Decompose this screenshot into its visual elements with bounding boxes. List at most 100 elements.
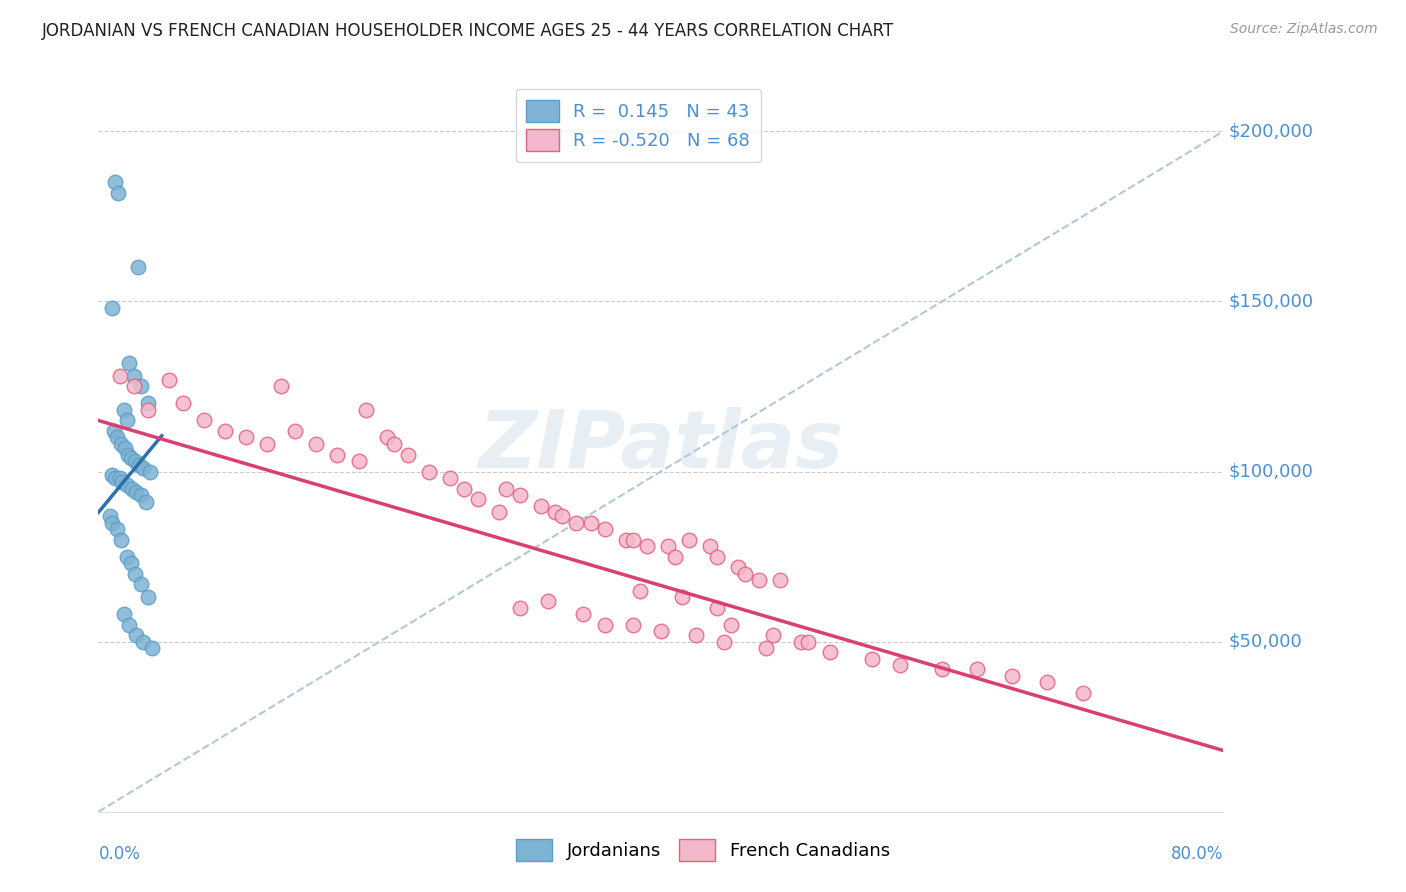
Point — [112, 607, 135, 622]
Point — [699, 540, 721, 554]
Point — [966, 662, 988, 676]
Point — [593, 522, 616, 536]
Point — [128, 458, 150, 472]
Point — [593, 617, 616, 632]
Point — [122, 379, 145, 393]
Point — [621, 617, 644, 632]
Point — [125, 628, 148, 642]
Point — [755, 641, 778, 656]
Text: $50,000: $50,000 — [1229, 632, 1302, 650]
Point — [530, 499, 553, 513]
Point — [382, 437, 405, 451]
Point — [685, 628, 707, 642]
Point — [889, 658, 911, 673]
Point — [439, 471, 461, 485]
Point — [565, 516, 588, 530]
Point — [101, 516, 124, 530]
Point — [572, 607, 595, 622]
Point — [157, 373, 180, 387]
Point — [614, 533, 637, 547]
Point — [124, 566, 146, 581]
Point — [790, 634, 813, 648]
Point — [136, 591, 159, 605]
Point — [727, 559, 749, 574]
Text: Source: ZipAtlas.com: Source: ZipAtlas.com — [1230, 22, 1378, 37]
Point — [544, 505, 567, 519]
Point — [326, 448, 349, 462]
Point — [124, 454, 146, 468]
Point — [284, 424, 307, 438]
Point — [270, 379, 292, 393]
Point — [1001, 668, 1024, 682]
Point — [115, 413, 138, 427]
Point — [467, 491, 489, 506]
Point — [117, 448, 139, 462]
Point — [132, 634, 155, 648]
Point — [797, 634, 820, 648]
Point — [139, 465, 162, 479]
Point — [136, 396, 159, 410]
Point — [104, 175, 127, 189]
Point — [120, 557, 142, 571]
Point — [509, 488, 531, 502]
Point — [114, 441, 136, 455]
Point — [678, 533, 700, 547]
Point — [396, 448, 419, 462]
Point — [636, 540, 658, 554]
Point — [671, 591, 693, 605]
Point — [1036, 675, 1059, 690]
Text: $100,000: $100,000 — [1229, 463, 1313, 481]
Point — [107, 186, 129, 200]
Point — [132, 461, 155, 475]
Point — [125, 484, 148, 499]
Point — [129, 379, 152, 393]
Point — [115, 549, 138, 564]
Point — [214, 424, 236, 438]
Point — [108, 471, 131, 485]
Text: JORDANIAN VS FRENCH CANADIAN HOUSEHOLDER INCOME AGES 25 - 44 YEARS CORRELATION C: JORDANIAN VS FRENCH CANADIAN HOUSEHOLDER… — [42, 22, 894, 40]
Point — [650, 624, 672, 639]
Point — [129, 576, 152, 591]
Point — [98, 508, 121, 523]
Point — [256, 437, 278, 451]
Point — [931, 662, 953, 676]
Point — [551, 508, 574, 523]
Point — [305, 437, 328, 451]
Point — [375, 430, 398, 444]
Text: ZIPatlas: ZIPatlas — [478, 407, 844, 485]
Point — [105, 430, 128, 444]
Point — [120, 450, 142, 465]
Point — [193, 413, 215, 427]
Point — [129, 488, 152, 502]
Point — [110, 533, 132, 547]
Point — [118, 617, 141, 632]
Point — [537, 594, 560, 608]
Point — [664, 549, 686, 564]
Point — [734, 566, 756, 581]
Point — [488, 505, 510, 519]
Point — [706, 600, 728, 615]
Point — [105, 522, 128, 536]
Point — [127, 260, 149, 275]
Point — [706, 549, 728, 564]
Point — [657, 540, 679, 554]
Point — [110, 437, 132, 451]
Point — [111, 475, 134, 489]
Point — [1071, 686, 1094, 700]
Point — [354, 403, 377, 417]
Point — [122, 369, 145, 384]
Point — [720, 617, 742, 632]
Text: 80.0%: 80.0% — [1171, 845, 1223, 863]
Point — [141, 641, 163, 656]
Point — [509, 600, 531, 615]
Point — [172, 396, 194, 410]
Point — [818, 645, 841, 659]
Point — [860, 651, 883, 665]
Point — [118, 356, 141, 370]
Point — [136, 403, 159, 417]
Point — [121, 482, 143, 496]
Text: $200,000: $200,000 — [1229, 122, 1313, 140]
Point — [713, 634, 735, 648]
Point — [762, 628, 785, 642]
Point — [579, 516, 602, 530]
